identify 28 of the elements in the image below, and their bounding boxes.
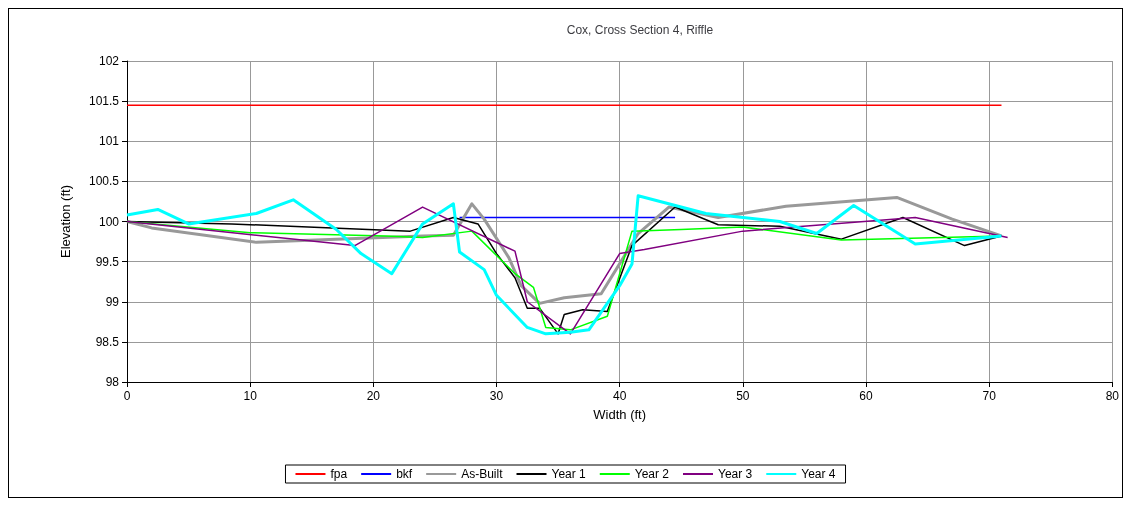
x-tick-label: 0: [123, 389, 131, 403]
legend-label: Year 1: [551, 467, 587, 481]
y-tick-label: 101: [98, 134, 120, 149]
x-tick-label: 10: [243, 389, 258, 403]
legend-label: Year 4: [801, 467, 836, 481]
chart-title: Cox, Cross Section 4, Riffle: [566, 23, 714, 37]
x-tick-label: 20: [366, 389, 381, 403]
legend-label: As-Built: [461, 467, 504, 481]
y-tick-label: 101.5: [88, 94, 120, 109]
x-tick-label: 80: [1105, 389, 1120, 403]
legend-label: fpa: [330, 467, 348, 481]
y-axis-title: Elevation (ft): [58, 185, 73, 258]
y-tick-label: 98.5: [95, 334, 120, 349]
y-tick-label: 99: [105, 294, 120, 309]
legend-label: bkf: [396, 467, 413, 481]
x-axis-title: Width (ft): [593, 407, 647, 422]
y-tick-label: 100: [98, 214, 120, 229]
y-tick-label: 99.5: [95, 254, 120, 269]
legend-label: Year 2: [634, 467, 670, 481]
y-tick-label: 98: [105, 375, 120, 389]
y-tick-label: 100.5: [88, 174, 120, 189]
y-tick-label: 102: [98, 54, 120, 68]
x-tick-label: 40: [612, 389, 627, 403]
legend-label: Year 3: [718, 467, 753, 481]
x-tick-label: 30: [489, 389, 504, 403]
x-tick-label: 70: [982, 389, 997, 403]
x-tick-label: 50: [736, 389, 750, 403]
x-tick-label: 60: [859, 389, 873, 403]
